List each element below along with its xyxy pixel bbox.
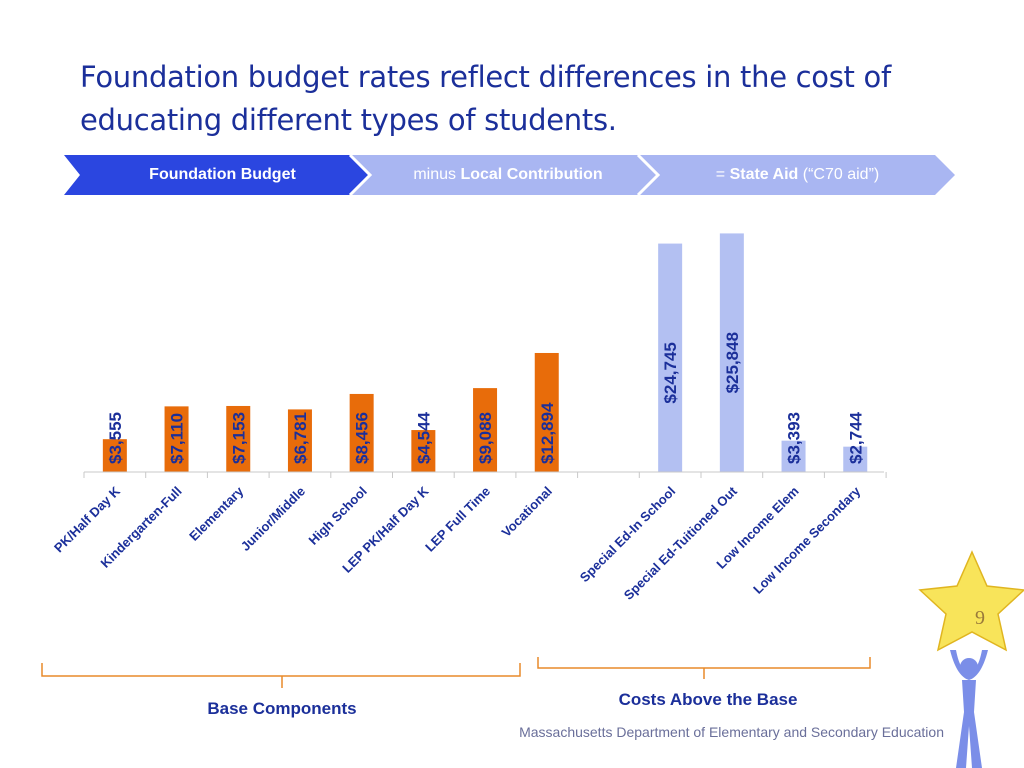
data-label: $9,088	[476, 412, 495, 464]
data-label: $6,781	[291, 412, 310, 464]
bar-high-school	[349, 393, 374, 472]
bar-lep-pk-half-day-k	[411, 430, 436, 472]
banner-step-foundation	[64, 155, 370, 195]
brace-label-above: Costs Above the Base	[618, 690, 798, 709]
brace-base-components	[41, 663, 521, 688]
data-label: $25,848	[723, 332, 742, 393]
bar-elementary	[226, 405, 251, 472]
x-tick-label: Elementary	[186, 483, 247, 544]
star-person-icon	[918, 550, 1024, 768]
bar-special-ed-tuitioned-out	[719, 233, 744, 472]
footer-text: Massachusetts Department of Elementary a…	[519, 724, 944, 740]
bar-vocational	[534, 352, 559, 472]
bar-pk-half-day-k	[102, 439, 127, 472]
banner-step-foundation-label: Foundation Budget	[149, 166, 296, 183]
data-label: $7,110	[168, 413, 187, 464]
x-tick-label: High School	[306, 484, 370, 548]
x-tick-label: Vocational	[498, 484, 554, 540]
data-label: $3,393	[785, 412, 804, 464]
bar-lep-full-time	[473, 388, 498, 472]
banner-step-local-label: minus Local Contribution	[413, 166, 603, 183]
brace-costs-above-base	[537, 657, 871, 679]
bar-special-ed-in-school	[658, 243, 683, 472]
page-number: 9	[975, 607, 985, 629]
bar-kindergarten-full	[164, 406, 189, 472]
x-tick-label: LEP Full Time	[422, 484, 493, 555]
brace-label-base: Base Components	[207, 699, 357, 718]
banner-step-local	[350, 155, 658, 195]
banner-step-state	[638, 155, 955, 195]
bar-low-income-secondary	[843, 446, 868, 472]
data-label: $3,555	[106, 412, 125, 464]
x-tick-label: Low Income Secondary	[750, 483, 864, 597]
data-label: $2,744	[846, 411, 865, 464]
data-label: $12,894	[538, 402, 557, 464]
banner-step-state-label: = State Aid (“C70 aid”)	[715, 166, 880, 183]
data-label: $8,456	[353, 412, 372, 464]
data-label: $4,544	[414, 411, 433, 464]
x-tick-label: Junior/Middle	[238, 484, 308, 554]
bar-low-income-elem	[781, 440, 806, 472]
slide-title: Foundation budget rates reflect differen…	[80, 60, 891, 137]
data-label: $24,745	[661, 342, 680, 403]
bar-junior-middle	[287, 409, 312, 472]
data-label: $7,153	[229, 412, 248, 464]
x-tick-label: Special Ed-Tuitioned Out	[621, 483, 741, 603]
